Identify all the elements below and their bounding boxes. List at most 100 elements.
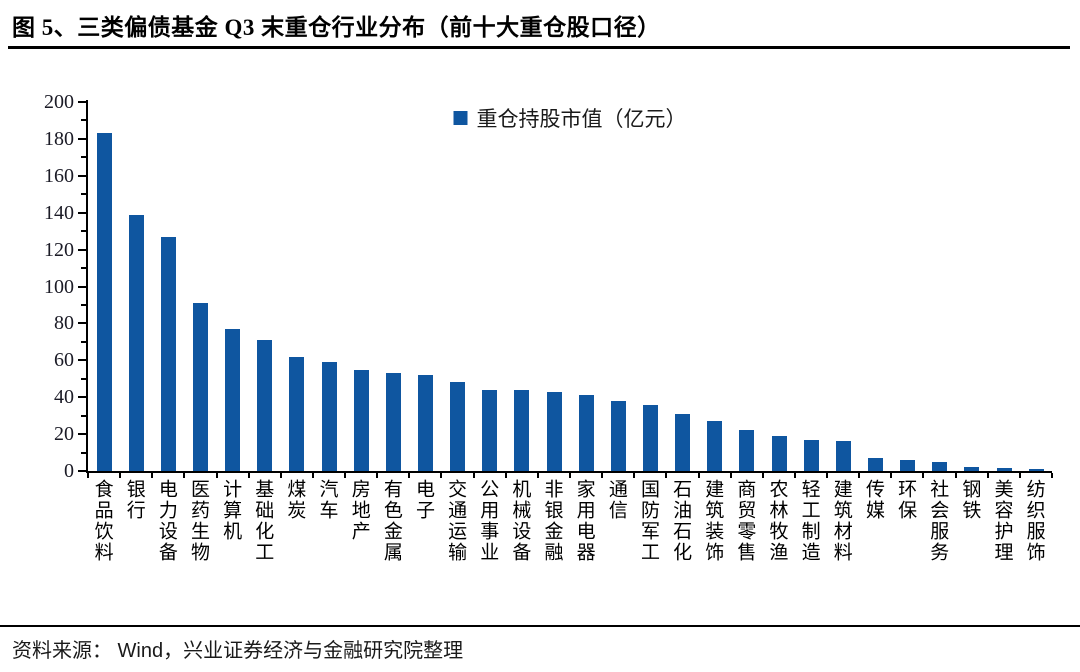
- bar-交通运输: [450, 382, 466, 471]
- y-axis-tick-label: 200: [44, 91, 74, 113]
- figure-title: 图 5、三类偏债基金 Q3 末重仓行业分布（前十大重仓股口径）: [12, 15, 661, 40]
- bar-公用事业: [482, 389, 498, 471]
- y-axis-major-tick: [78, 285, 86, 288]
- bar-slot: [795, 100, 827, 471]
- y-axis-major-tick: [78, 322, 86, 325]
- bar-传媒: [867, 458, 883, 471]
- bar-建筑材料: [835, 441, 851, 471]
- x-label-slot: 非银金融: [536, 479, 568, 563]
- x-axis-tick: [1051, 473, 1053, 478]
- x-label-slot: 钢铁: [954, 479, 986, 563]
- y-axis-tick-label: 40: [54, 386, 74, 409]
- bar-建筑装饰: [707, 421, 723, 471]
- bar-国防军工: [642, 404, 658, 471]
- x-axis-tick: [633, 473, 636, 478]
- y-axis-tick-label: 60: [54, 349, 74, 372]
- x-label-slot: 石油石化: [665, 479, 697, 563]
- x-axis-category-label: 计算机: [220, 479, 242, 542]
- x-label-slot: 农林牧渔: [761, 479, 793, 563]
- x-label-slot: 有色金属: [375, 479, 407, 563]
- bars-container: [88, 100, 1052, 471]
- bar-slot: [1020, 100, 1052, 471]
- bar-电子: [417, 375, 433, 471]
- x-axis-category-label: 国防军工: [637, 479, 659, 563]
- x-axis-tick: [858, 473, 861, 478]
- bar-slot: [988, 100, 1020, 471]
- x-axis-category-label: 煤炭: [284, 479, 306, 521]
- bar-slot: [827, 100, 859, 471]
- x-label-slot: 商贸零售: [729, 479, 761, 563]
- bar-汽车: [321, 362, 337, 471]
- bar-slot: [249, 100, 281, 471]
- x-label-slot: 医药生物: [182, 479, 214, 563]
- y-axis-major-tick: [78, 433, 86, 436]
- x-axis-category-label: 汽车: [316, 479, 338, 521]
- bar-slot: [120, 100, 152, 471]
- x-axis-tick: [247, 473, 250, 478]
- x-axis-tick: [376, 473, 379, 478]
- x-axis-category-label: 纺织服饰: [1023, 479, 1045, 563]
- bar-slot: [763, 100, 795, 471]
- x-label-slot: 机械设备: [504, 479, 536, 563]
- x-axis-category-label: 通信: [605, 479, 627, 521]
- x-axis-tick: [1018, 473, 1021, 478]
- bar-农林牧渔: [771, 435, 787, 471]
- x-label-slot: 建筑材料: [825, 479, 857, 563]
- x-axis-category-label: 银行: [123, 479, 145, 521]
- bar-slot: [570, 100, 602, 471]
- x-axis-category-label: 房地产: [348, 479, 370, 542]
- y-axis-minor-tick: [81, 230, 86, 233]
- y-axis-major-tick: [78, 174, 86, 177]
- x-axis-tick: [183, 473, 186, 478]
- x-label-slot: 国防军工: [632, 479, 664, 563]
- x-axis-category-label: 环保: [895, 479, 917, 521]
- y-axis-tick-label: 160: [44, 164, 74, 187]
- x-axis-tick: [793, 473, 796, 478]
- x-label-slot: 美容护理: [986, 479, 1018, 563]
- y-axis-minor-tick: [81, 377, 86, 380]
- legend-label: 重仓持股市值（亿元）: [476, 107, 687, 131]
- y-axis-major-tick: [78, 248, 86, 251]
- bar-医药生物: [192, 303, 208, 471]
- x-axis-tick: [504, 473, 507, 478]
- x-label-slot: 通信: [600, 479, 632, 563]
- bar-非银金融: [546, 391, 562, 471]
- x-label-slot: 房地产: [343, 479, 375, 563]
- x-axis-tick: [601, 473, 604, 478]
- bar-slot: [217, 100, 249, 471]
- bar-slot: [602, 100, 634, 471]
- x-axis-category-label: 交通运输: [445, 479, 467, 563]
- x-label-slot: 基础化工: [247, 479, 279, 563]
- y-axis-tick-label: 120: [44, 238, 74, 261]
- bar-食品饮料: [96, 133, 112, 471]
- x-label-slot: 建筑装饰: [697, 479, 729, 563]
- y-axis-major-tick: [78, 137, 86, 140]
- x-axis-tick: [472, 473, 475, 478]
- y-axis-major-tick: [78, 396, 86, 399]
- bar-slot: [699, 100, 731, 471]
- y-axis-tick-label: 20: [54, 423, 74, 446]
- bar-商贸零售: [739, 430, 755, 471]
- bar-计算机: [225, 328, 241, 471]
- bar-slot: [152, 100, 184, 471]
- bar-钢铁: [964, 467, 980, 471]
- bar-纺织服饰: [1028, 469, 1044, 471]
- x-axis-category-label: 医药生物: [187, 479, 209, 563]
- bar-通信: [610, 400, 626, 471]
- x-axis-tick: [311, 473, 314, 478]
- x-axis-category-label: 电力设备: [155, 479, 177, 563]
- y-axis-major-tick: [78, 359, 86, 362]
- x-axis-category-label: 基础化工: [252, 479, 274, 563]
- y-axis-major-tick: [78, 470, 86, 472]
- bar-电力设备: [160, 236, 176, 471]
- x-axis-category-label: 家用电器: [573, 479, 595, 563]
- x-axis-tick: [87, 473, 89, 478]
- bar-slot: [377, 100, 409, 471]
- bar-slot: [667, 100, 699, 471]
- x-axis-tick: [279, 473, 282, 478]
- y-axis-major-tick: [78, 101, 86, 103]
- x-axis-tick: [826, 473, 829, 478]
- x-axis-category-label: 有色金属: [380, 479, 402, 563]
- x-label-slot: 电力设备: [150, 479, 182, 563]
- x-axis-category-label: 商贸零售: [734, 479, 756, 563]
